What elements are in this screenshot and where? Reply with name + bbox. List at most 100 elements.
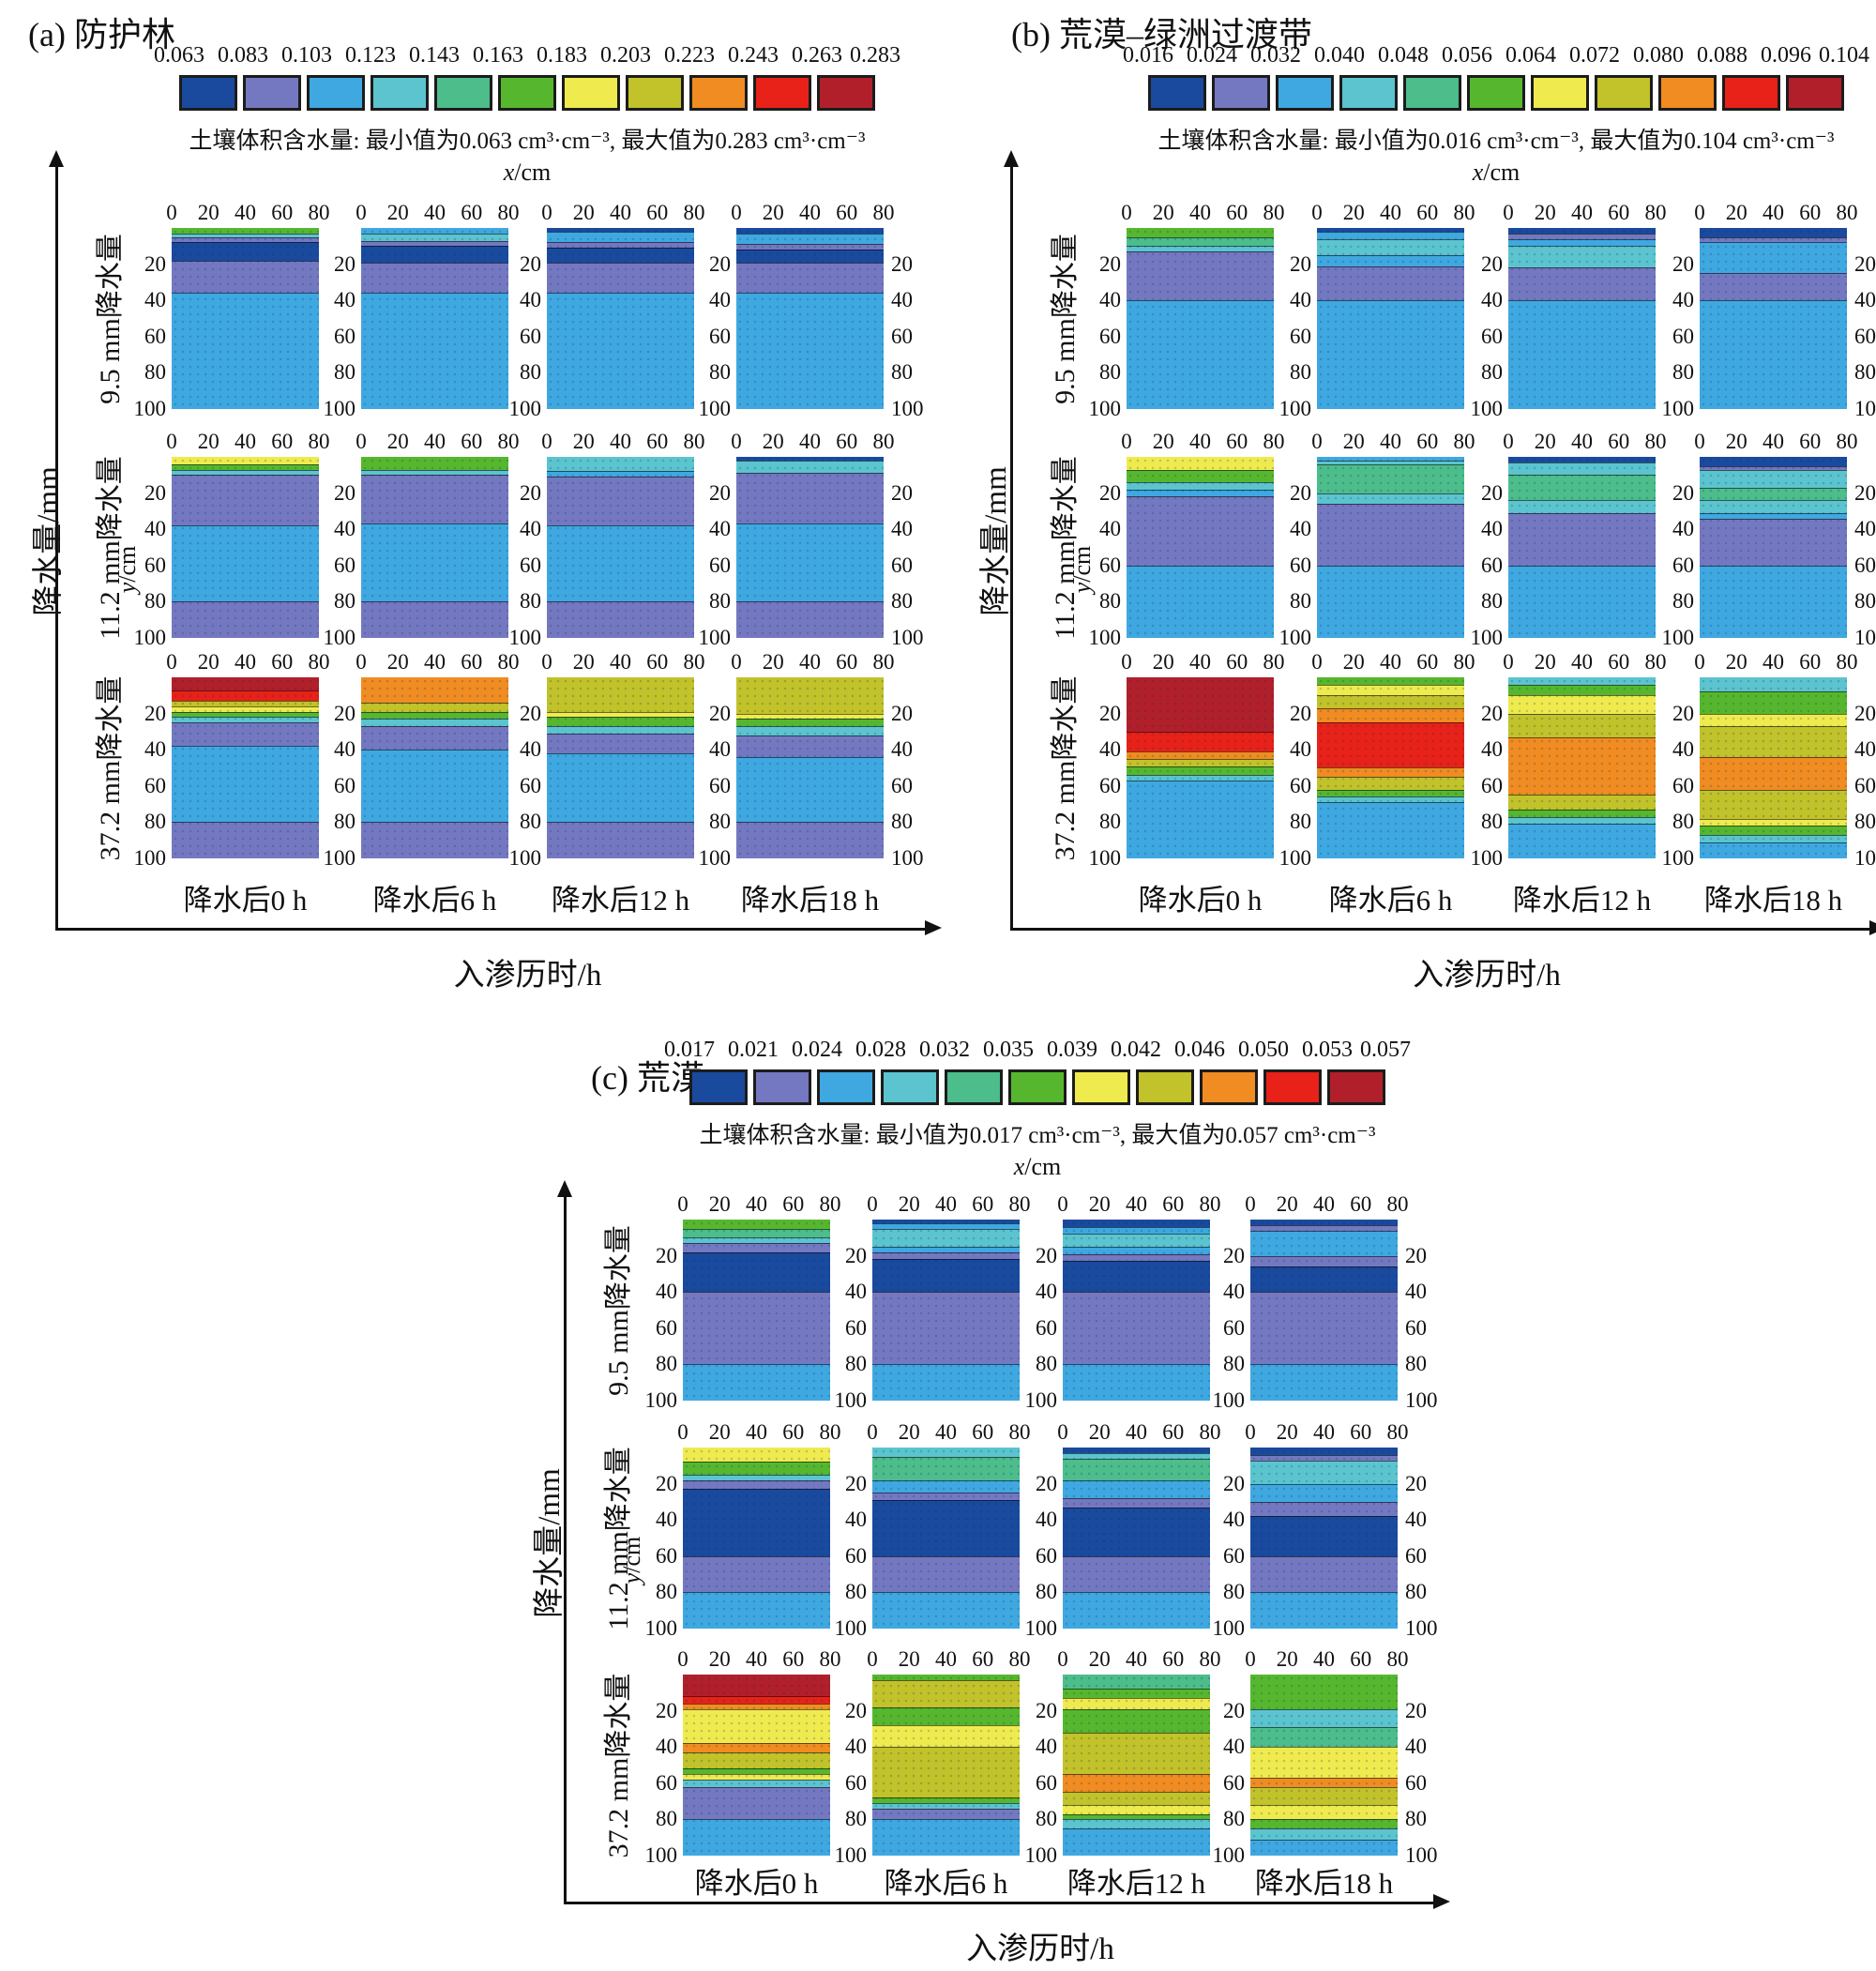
panel-a-forest: (a) 防护林 0.063 0.083 0.103 0.123 0.143 0.163 0.… [26,6,950,994]
contour-layer [547,601,694,638]
legend-value: 0.032 [1250,43,1301,68]
y-tick-label: 60 [709,324,731,348]
x-tick-label: 60 [271,430,294,453]
y-tick-label: 20 [1036,1471,1057,1495]
x-tick-label: 20 [1276,1647,1298,1671]
y-tick-label: 60 [1036,1315,1057,1340]
color-swatch [881,1069,939,1105]
contour-plot-c-r1-c3 [1250,1448,1398,1629]
x-tick-label: 80 [308,201,330,224]
y-tick-label: 40 [709,517,731,541]
y-tick-label: 100 [133,397,167,420]
x-tick-label: 40 [1763,650,1784,674]
contour-layer [1700,512,1847,519]
y-tick-label: 60 [1481,324,1503,348]
y-tick-label: 100 [133,626,167,649]
contour-layer [1700,242,1847,274]
x-tick-label: 20 [1342,430,1365,453]
contour-layer [872,1228,1020,1247]
x-tick-label: 40 [799,650,821,674]
legend-value: 0.243 [728,43,779,68]
x-tick-label: 20 [1088,1420,1111,1444]
legend-value: 0.203 [600,43,651,68]
col-label-time: 降水后12 h [1512,884,1652,917]
x-tick-label: 40 [1126,1420,1147,1444]
x-tick-label: 0 [541,650,552,674]
x-tick-label: 0 [677,1192,688,1216]
x-tick-label: 40 [1380,430,1401,453]
y-tick-label: 20 [1099,251,1121,276]
y-tick-label: 100 [1088,397,1122,420]
y-tick-label: 100 [1854,846,1876,870]
x-tick-label: 20 [1725,201,1747,224]
x-tick-label: 60 [1162,1647,1185,1671]
x-tick-label: 40 [1380,201,1401,224]
color-swatch [689,75,748,111]
contour-layer [1317,684,1464,696]
x-tick-label: 60 [1350,1420,1372,1444]
contour-layer [1063,1220,1210,1227]
y-tick-label: 100 [323,846,356,870]
x-tick-label: 40 [1763,430,1784,453]
x-tick-label: 0 [731,201,742,224]
x-tick-label: 0 [1311,430,1323,453]
contour-plot-b-r0-c1 [1317,228,1464,409]
x-tick-label: 60 [1162,1192,1185,1216]
legend-value: 0.083 [218,43,268,68]
color-swatch [243,75,301,111]
contour-layer [1700,841,1847,858]
y-tick-label: 80 [845,1807,867,1831]
x-tick-label: 80 [1644,201,1667,224]
legend-value: 0.263 [792,43,842,68]
time-axis-label: 入渗历时/h [966,1933,1114,1966]
y-tick-label: 100 [1470,846,1504,870]
y-axis-arrow-line [563,1195,567,1903]
contour-plot-a-r2-c0 [172,677,319,858]
y-tick-label: 80 [1405,1352,1427,1376]
y-tick-label: 40 [1672,288,1694,312]
y-tick-label: 80 [1672,589,1694,614]
contour-layer [736,756,884,823]
y-tick-label: 100 [698,397,732,420]
contour-layer [1063,1813,1210,1820]
x-tick-label: 80 [1644,650,1667,674]
contour-layer [547,822,694,858]
contour-layer [683,1251,830,1293]
y-tick-label: 60 [334,553,356,577]
legend-value: 0.163 [473,43,523,68]
y-tick-label: 60 [520,553,541,577]
contour-layer [1317,300,1464,409]
contour-layer [1508,677,1656,685]
contour-layer [1250,1592,1398,1629]
x-tick-label: 80 [1453,201,1475,224]
contour-layer [683,1448,830,1463]
x-tick-label: 0 [1694,650,1705,674]
legend-value: 0.028 [855,1038,906,1062]
y-tick-label: 60 [709,773,731,797]
y-tick-label: 60 [1405,1543,1427,1568]
y-axis-arrow-line [1009,165,1013,929]
y-tick-label: 100 [1088,846,1122,870]
x-tick-label: 0 [731,430,742,453]
contour-layer [872,1802,1020,1809]
time-axis-label: 入渗历时/h [453,959,602,993]
legend-value: 0.039 [1047,1038,1097,1062]
x-tick-label: 20 [386,650,409,674]
contour-layer [1508,565,1656,638]
contour-plot-b-r2-c3 [1700,677,1847,858]
y-tick-label: 100 [644,1388,678,1412]
y-tick-label: 100 [1278,397,1312,420]
x-tick-label: 80 [1836,430,1858,453]
y-tick-label: 100 [891,846,924,870]
x-tick-label: 60 [1608,430,1630,453]
contour-layer [547,711,694,718]
col-label-time: 降水后12 h [1067,1867,1206,1900]
contour-plot-c-r1-c0 [683,1448,830,1629]
x-tick-label: 80 [819,1647,841,1671]
col-label-time: 降水后18 h [1703,884,1843,917]
y-tick-label: 60 [1099,553,1121,577]
contour-layer [1127,751,1274,759]
y-tick-label: 100 [508,846,542,870]
contour-layer [872,1819,1020,1856]
y-tick-label: 60 [1223,1770,1245,1795]
